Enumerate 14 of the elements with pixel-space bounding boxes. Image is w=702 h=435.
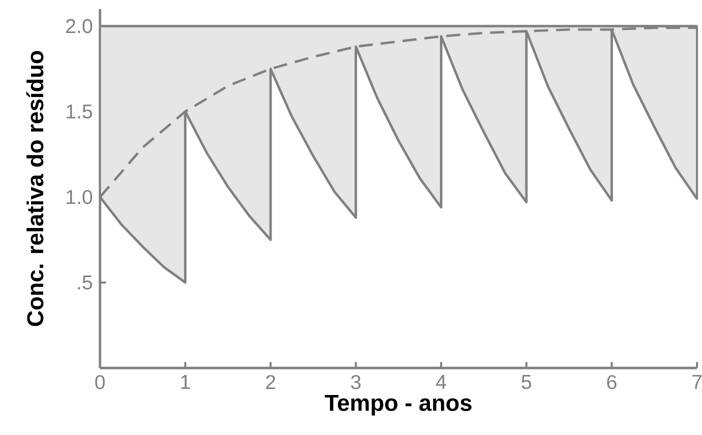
y-tick-label: .5 [78, 276, 92, 290]
x-tick-label: 0 [95, 375, 105, 390]
x-tick-label: 2 [266, 375, 276, 390]
x-axis-title: Tempo - anos [324, 394, 472, 416]
x-tick-label: 6 [607, 375, 616, 390]
y-tick-label: 1.0 [66, 190, 92, 204]
x-tick-label: 1 [181, 375, 190, 389]
y-axis-title: Conc. relativa do resíduo [26, 50, 44, 326]
y-tick-label: 2.0 [66, 19, 92, 34]
x-tick-label: 3 [351, 375, 361, 390]
x-tick-label: 5 [522, 375, 532, 390]
x-tick-label: 4 [436, 375, 446, 389]
x-tick-label: 7 [692, 375, 702, 389]
y-tick-label: 1.5 [66, 104, 92, 119]
